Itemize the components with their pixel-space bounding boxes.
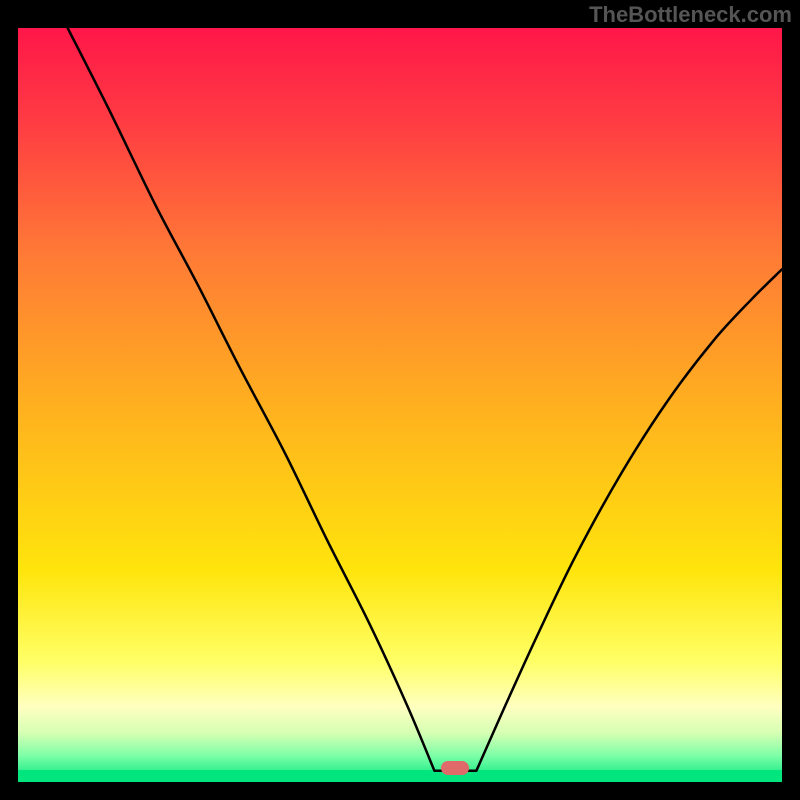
plot-area bbox=[18, 28, 782, 782]
optimal-point-marker bbox=[441, 761, 469, 775]
watermark-text: TheBottleneck.com bbox=[589, 2, 792, 28]
bottleneck-curve bbox=[18, 28, 782, 782]
